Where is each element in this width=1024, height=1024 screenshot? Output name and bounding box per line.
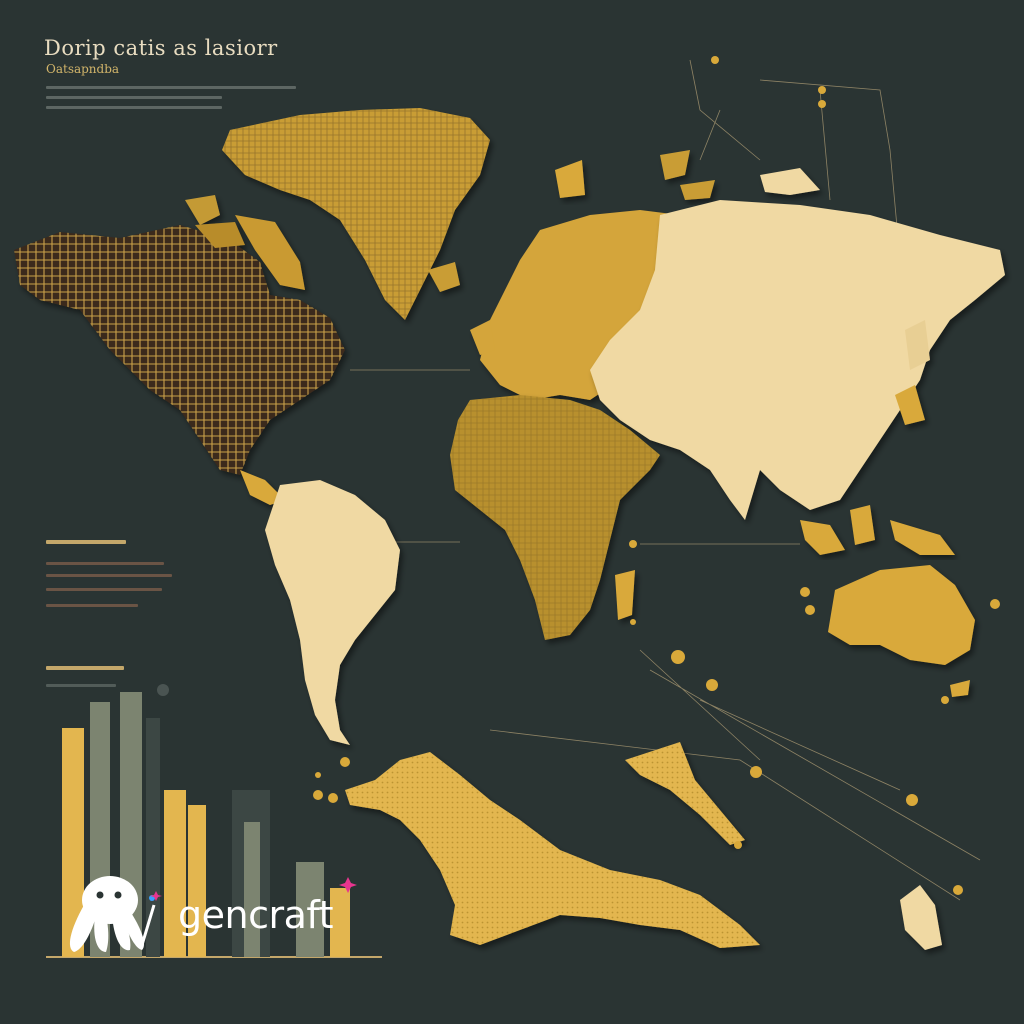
octopus-logo-icon [69, 876, 145, 952]
chart-section-heading [46, 666, 124, 670]
sparkle-icon [150, 877, 357, 901]
infographic-title: Dorip catis as lasiorr [44, 36, 278, 60]
north-america-shape [14, 195, 345, 505]
infographic-subtitle: Oatsapndba [46, 62, 120, 76]
blurb-line [46, 86, 296, 89]
blurb-line [46, 96, 222, 99]
africa-shape [450, 395, 660, 640]
connector-lines [350, 59, 981, 901]
chart-text-line [46, 684, 116, 687]
australia-shape [828, 565, 975, 697]
south-america-shape [265, 480, 400, 745]
southern-landmass-shape [345, 742, 942, 950]
side-text-line [46, 562, 164, 565]
side-text-line [46, 588, 162, 591]
europe-shape [470, 210, 690, 400]
island-dots [157, 56, 1000, 895]
side-text-line [46, 574, 172, 577]
greenland-shape [222, 108, 490, 320]
blurb-line [46, 106, 222, 109]
gencraft-watermark: gencraft [178, 893, 334, 937]
arctic-islands [555, 150, 820, 200]
southeast-asia-islands [800, 505, 955, 555]
asia-shape [590, 200, 1005, 520]
side-section-heading [46, 540, 126, 544]
side-text-line [46, 604, 138, 607]
